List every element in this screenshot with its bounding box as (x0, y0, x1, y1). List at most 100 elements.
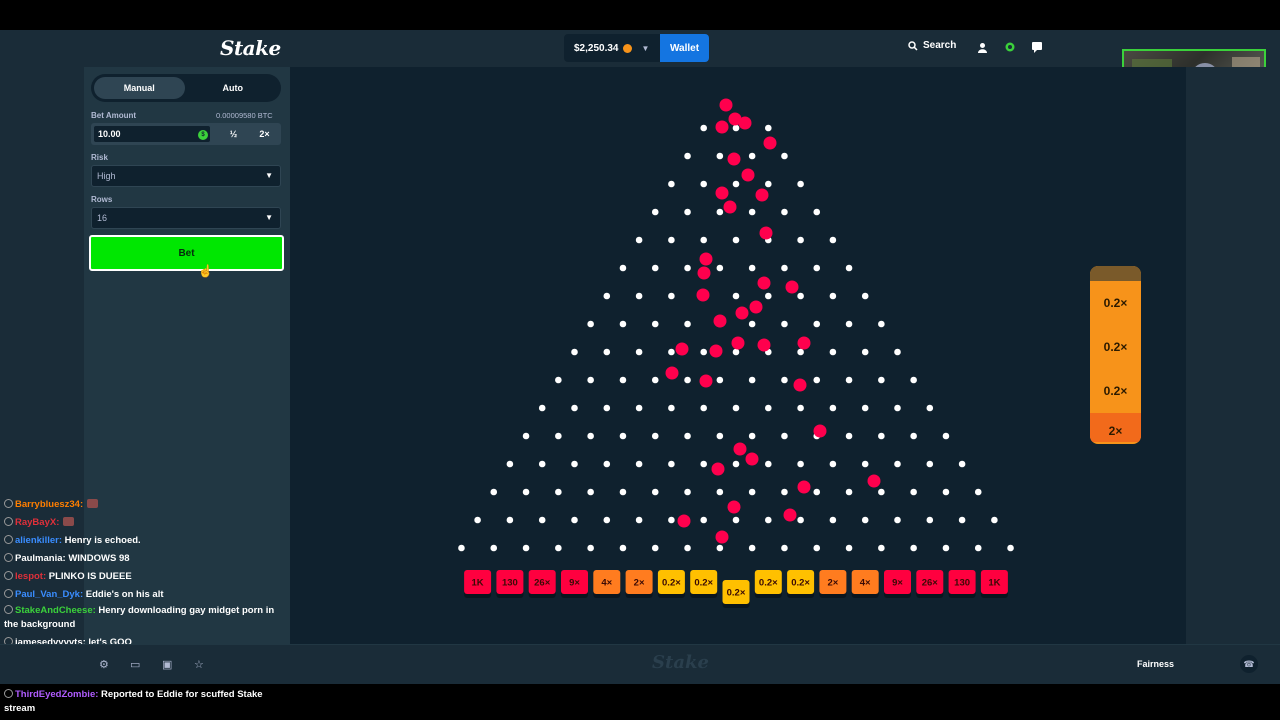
plinko-peg (716, 432, 724, 440)
plinko-peg (781, 376, 788, 384)
chat-username[interactable]: lespot: (15, 571, 47, 582)
plinko-peg (668, 460, 675, 468)
plinko-peg (878, 376, 885, 384)
multiplier-label: 2× (827, 578, 838, 589)
plinko-peg (587, 320, 594, 328)
plinko-peg (571, 460, 578, 468)
plinko-peg (829, 348, 837, 356)
plinko-peg (603, 404, 611, 412)
multiplier-bucket: 9× (884, 570, 911, 598)
plinko-peg (781, 208, 788, 216)
half-button[interactable]: ½ (229, 129, 238, 139)
settings-icon[interactable]: ⚙ (99, 659, 109, 671)
wallet-button[interactable]: Wallet (660, 34, 709, 62)
plinko-peg (765, 292, 772, 300)
chat-badge-icon (4, 589, 13, 598)
plinko-peg (813, 320, 821, 328)
tab-auto[interactable]: Auto (222, 83, 244, 93)
multiplier-bucket: 26× (528, 570, 556, 598)
theatre-icon[interactable]: ▭ (130, 659, 141, 671)
plinko-peg (555, 488, 562, 496)
plinko-peg (781, 488, 788, 496)
plinko-peg (651, 320, 659, 328)
chat-username[interactable]: RayBayX: (15, 517, 60, 528)
notifications-icon[interactable] (1003, 40, 1017, 54)
chat-icon[interactable] (1030, 40, 1044, 54)
plinko-peg (555, 544, 562, 552)
plinko-peg (829, 460, 837, 468)
plinko-peg (797, 180, 804, 188)
bet-button[interactable]: Bet (89, 235, 284, 271)
chat-username[interactable]: StakeAndCheese: (15, 605, 96, 616)
star-icon[interactable]: ☆ (194, 659, 204, 671)
plinko-peg (942, 488, 950, 496)
plinko-ball (728, 112, 742, 126)
plinko-peg (748, 488, 756, 496)
plinko-peg (732, 292, 740, 300)
plinko-ball (715, 530, 729, 544)
search-icon (908, 40, 918, 51)
multiplier-bucket: 2× (625, 570, 653, 598)
risk-value: High (97, 171, 116, 181)
plinko-peg (651, 488, 659, 496)
double-button[interactable]: 2× (259, 129, 270, 139)
rows-select[interactable]: 16 ▼ (91, 207, 281, 229)
bet-amount-input[interactable]: 10.00 $ (93, 125, 211, 143)
multiplier-bucket: 0.2× (657, 570, 685, 598)
plinko-peg (668, 404, 675, 412)
multiplier-bucket: 26× (916, 570, 944, 598)
multiplier-label: 0.2× (759, 578, 778, 589)
search-button[interactable]: Search (908, 40, 956, 51)
plinko-peg (748, 320, 756, 328)
plinko-peg (700, 516, 707, 524)
plinko-peg (781, 264, 788, 272)
plinko-peg (619, 432, 627, 440)
balance-dropdown[interactable]: $2,250.34 ▼ (564, 34, 660, 62)
risk-select[interactable]: High ▼ (91, 165, 281, 187)
multiplier-label: 9× (892, 578, 903, 589)
chat-badge-icon (4, 553, 13, 562)
risk-label: Risk (91, 153, 108, 162)
plinko-ball (745, 452, 759, 466)
fairness-link[interactable]: Fairness (1137, 659, 1175, 669)
chat-username[interactable]: Paul_Van_Dyk: (15, 589, 84, 600)
chat-username[interactable]: Barrybluesz34: (15, 499, 84, 510)
multiplier-bucket: 1K (464, 570, 492, 598)
plinko-peg (538, 404, 546, 412)
stake-logo[interactable]: Stake (220, 36, 281, 60)
plinko-peg (878, 320, 885, 328)
rows-value: 16 (97, 213, 108, 223)
plinko-ball (797, 480, 811, 494)
chat-username[interactable]: Paulmania: (15, 553, 66, 564)
plinko-peg (878, 544, 885, 552)
plinko-ball (763, 136, 777, 150)
chat-username[interactable]: alienkiller: (15, 535, 62, 546)
multiplier-bucket: 0.2× (690, 570, 718, 598)
stats-icon[interactable]: ▣ (162, 659, 173, 671)
plinko-peg (765, 516, 772, 524)
plinko-peg (797, 348, 804, 356)
chat-message: ThirdEyedZombie: Reported to Eddie for s… (4, 688, 290, 716)
plinko-peg (861, 460, 869, 468)
plinko-peg (845, 488, 853, 496)
plinko-peg (700, 236, 707, 244)
history-item: 0.2× (1103, 296, 1128, 310)
plinko-peg (571, 516, 578, 524)
plinko-ball (675, 342, 689, 356)
plinko-peg (716, 208, 724, 216)
multiplier-label: 0.2× (727, 588, 746, 599)
chat-username[interactable]: jamesedyyyyts: (15, 637, 86, 648)
plinko-peg (781, 544, 788, 552)
bet-amount-value: 10.00 (98, 129, 121, 139)
support-headset-icon[interactable]: ☎ (1240, 655, 1258, 673)
plinko-peg (748, 544, 756, 552)
plinko-ball (715, 120, 729, 134)
user-icon[interactable] (975, 40, 989, 54)
tab-manual[interactable]: Manual (94, 77, 185, 99)
plinko-peg (781, 152, 788, 160)
plinko-ball (755, 188, 769, 202)
plinko-ball (719, 98, 733, 112)
chat-username[interactable]: ThirdEyedZombie: (15, 689, 99, 700)
plinko-peg (506, 460, 514, 468)
plinko-peg (490, 488, 498, 496)
